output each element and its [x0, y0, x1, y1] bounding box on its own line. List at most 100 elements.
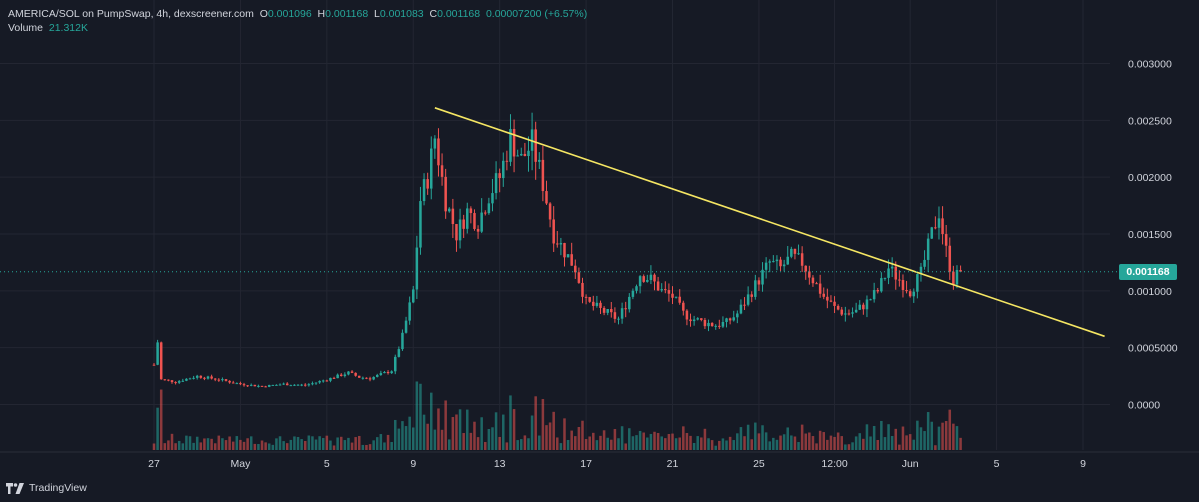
volume-bar — [177, 440, 181, 450]
volume-bar — [512, 409, 516, 450]
volume-bar — [829, 435, 833, 450]
candle-body — [556, 243, 559, 245]
volume-bar — [649, 433, 653, 450]
candle-body — [919, 266, 923, 275]
volume-bar — [415, 381, 419, 450]
volume-bar — [444, 400, 447, 450]
candle-body — [156, 342, 159, 365]
candle-body — [411, 289, 415, 303]
volume-bar — [901, 426, 905, 450]
candle-body — [725, 318, 728, 323]
volume-bar — [577, 427, 581, 450]
volume-bar — [253, 443, 257, 450]
volume-bar — [383, 442, 386, 450]
x-tick-label: Jun — [902, 458, 919, 470]
volume-bar — [959, 437, 962, 450]
price-axis[interactable]: 0.003000 0.002500 0.002000 0.001500 0.001000… — [1128, 58, 1178, 411]
candle-body — [221, 379, 224, 381]
candle-body — [361, 377, 365, 379]
volume-bar — [556, 437, 559, 450]
candle-body — [577, 272, 581, 283]
volume-bar — [955, 426, 959, 450]
candle-body — [718, 325, 721, 327]
tradingview-logo-icon — [6, 482, 24, 494]
candle-body — [746, 294, 750, 305]
candle-body — [952, 271, 955, 285]
candle-body — [437, 138, 440, 166]
candle-body — [656, 281, 660, 291]
candle-body — [905, 289, 908, 292]
candle-body — [678, 296, 681, 303]
candle-body — [736, 313, 739, 318]
candle-body — [563, 242, 566, 258]
candle-body — [631, 290, 635, 297]
volume-bar — [541, 399, 545, 450]
volume-bar — [397, 428, 401, 450]
candle-body — [249, 384, 253, 386]
volume-bar — [494, 412, 498, 450]
candle-body — [941, 218, 944, 235]
candle-body — [743, 304, 746, 306]
volume-bar — [538, 435, 541, 450]
symbol-title[interactable]: AMERICA/SOL on PumpSwap, 4h, dexscreener… — [8, 8, 254, 20]
volume-bar — [516, 440, 519, 450]
volume-bar — [646, 437, 649, 450]
volume-bar — [872, 425, 876, 450]
candle-body — [343, 374, 347, 377]
volume-bar — [185, 435, 188, 450]
volume-bar — [282, 441, 285, 450]
trendline[interactable] — [434, 107, 1105, 338]
candle-body — [689, 319, 692, 322]
volume-bar — [300, 439, 303, 450]
volume-bar — [311, 436, 314, 450]
candle-body — [671, 293, 674, 298]
candle-body — [793, 248, 797, 254]
candle-body — [674, 296, 678, 298]
candle-body — [159, 342, 163, 380]
volume-bar — [448, 439, 451, 450]
candle-body — [588, 297, 591, 302]
candle-body — [314, 382, 318, 384]
candle-body — [170, 380, 174, 383]
candle-body — [217, 379, 221, 381]
candle-body — [448, 208, 451, 212]
volume-bar — [466, 409, 469, 450]
volume-bar — [210, 438, 213, 450]
volume-bar — [736, 433, 739, 450]
candle-body — [642, 276, 645, 282]
candle-body — [480, 212, 483, 232]
candle-body — [660, 289, 663, 291]
volume-bar — [941, 422, 944, 450]
x-tick-label: May — [230, 458, 251, 470]
x-tick-label: 9 — [1080, 458, 1086, 470]
volume-bar — [786, 427, 789, 450]
volume-bars — [152, 381, 962, 450]
volume-bar — [455, 414, 458, 450]
volume-bar — [775, 439, 779, 450]
volume-row: Volume 21.312K — [8, 21, 587, 35]
open-value: 0.001096 — [267, 8, 312, 20]
volume-bar — [908, 434, 912, 450]
volume-bar — [620, 426, 624, 450]
volume-bar — [588, 436, 591, 450]
candle-body — [624, 308, 627, 310]
x-tick-label: 13 — [494, 458, 506, 470]
tradingview-attribution[interactable]: TradingView — [6, 482, 87, 494]
time-axis[interactable]: 27 May 5 9 13 17 21 25 12:00 Jun 5 9 — [148, 458, 1086, 470]
candle-body — [192, 377, 195, 379]
candle-body — [574, 265, 577, 273]
volume-label[interactable]: Volume — [8, 22, 44, 34]
volume-bar — [195, 436, 199, 450]
candle-body — [854, 309, 858, 313]
y-tick-label: 0.0000 — [1128, 400, 1160, 412]
volume-bar — [610, 439, 613, 450]
volume-bar — [689, 435, 692, 450]
candle-body — [880, 278, 883, 292]
candle-body — [908, 291, 912, 297]
volume-bar — [926, 412, 930, 450]
candle-body — [527, 150, 530, 157]
candle-body — [228, 380, 231, 383]
candle-body — [339, 374, 343, 377]
volume-bar — [260, 440, 264, 450]
